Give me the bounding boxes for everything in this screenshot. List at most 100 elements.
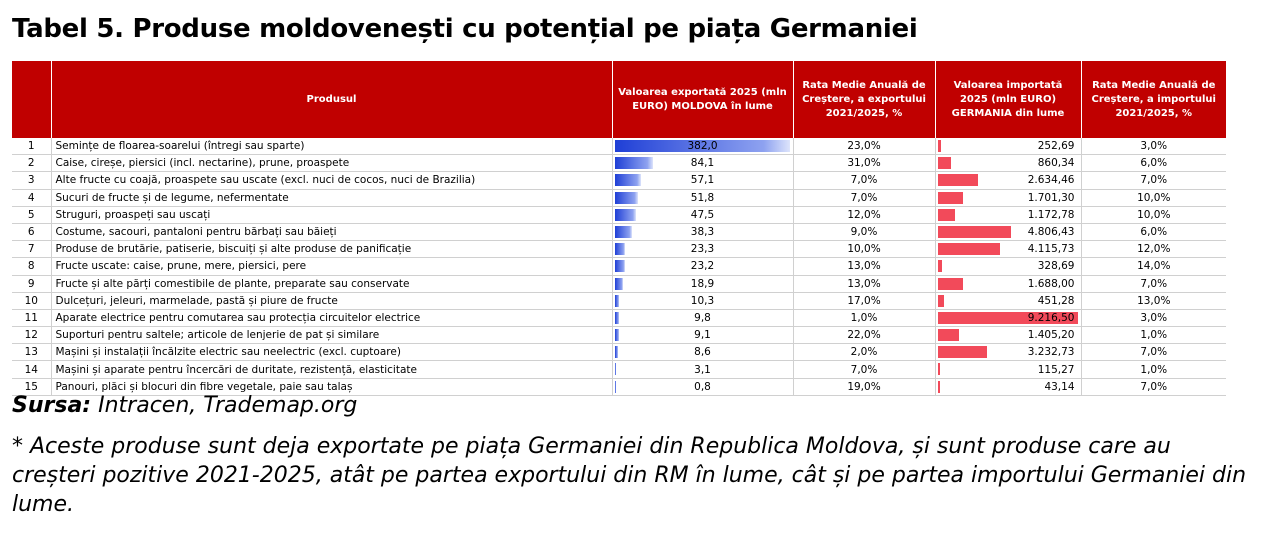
row-import-rate: 7,0% <box>1081 171 1226 190</box>
row-import-value: 252,69 <box>935 138 1082 156</box>
source-text: Intracen, Trademap.org <box>98 393 358 418</box>
table-row: 2 Caise, cireșe, piersici (incl. nectarin… <box>12 154 1226 173</box>
header-export-value: Valoarea exportată 2025 (mln EURO) MOLDO… <box>612 61 794 138</box>
header-export-rate: Rata Medie Anuală de Creștere, a exportu… <box>793 61 936 138</box>
source-label: Sursa: <box>12 393 92 418</box>
import-value-label: 1.172,78 <box>1027 208 1075 221</box>
import-bar <box>937 260 943 273</box>
footnote: * Aceste produse sunt deja exportate pe … <box>12 434 1247 517</box>
export-bar <box>614 157 654 170</box>
import-value-label: 1.405,20 <box>1027 329 1075 342</box>
row-export-rate: 1,0% <box>793 309 936 328</box>
row-export-rate: 31,0% <box>793 154 936 173</box>
import-value-label: 4.806,43 <box>1027 226 1075 239</box>
row-product: Fructe și alte părți comestibile de plan… <box>51 275 613 293</box>
row-product: Aparate electrice pentru comutarea sau p… <box>51 309 613 328</box>
row-number: 15 <box>12 378 52 396</box>
row-export-value: 38,3 <box>612 223 794 242</box>
import-bar <box>937 174 978 187</box>
products-table: Produsul Valoarea exportată 2025 (mln EU… <box>12 61 1226 396</box>
export-value-label: 8,6 <box>694 346 711 359</box>
export-value-label: 0,8 <box>694 380 711 393</box>
row-export-rate: 9,0% <box>793 223 936 242</box>
row-export-value: 23,3 <box>612 240 794 259</box>
import-value-label: 860,34 <box>1037 157 1075 170</box>
source-line: Sursa: Intracen, Trademap.org <box>12 393 357 418</box>
row-export-value: 51,8 <box>612 189 794 207</box>
export-value-label: 84,1 <box>690 157 715 170</box>
table-row: 3 Alte fructe cu coajă, proaspete sau usc… <box>12 171 1226 190</box>
row-import-rate: 14,0% <box>1081 257 1226 276</box>
row-export-value: 57,1 <box>612 171 794 190</box>
row-export-rate: 10,0% <box>793 240 936 259</box>
row-export-value: 9,1 <box>612 326 794 345</box>
row-export-value: 10,3 <box>612 292 794 310</box>
row-import-rate: 1,0% <box>1081 360 1226 379</box>
row-number: 3 <box>12 171 52 190</box>
import-bar <box>937 191 964 204</box>
export-bar <box>614 191 639 204</box>
export-value-label: 382,0 <box>687 140 718 153</box>
row-export-rate: 7,0% <box>793 360 936 379</box>
row-export-rate: 12,0% <box>793 206 936 224</box>
row-export-rate: 23,0% <box>793 138 936 156</box>
row-number: 8 <box>12 257 52 276</box>
row-import-rate: 13,0% <box>1081 292 1226 310</box>
table-row: 10 Dulcețuri, jeleuri, marmelade, pastă ș… <box>12 292 1226 310</box>
export-bar <box>614 260 626 273</box>
row-import-value: 4.115,73 <box>935 240 1082 259</box>
row-import-rate: 3,0% <box>1081 138 1226 156</box>
row-product: Semințe de floarea-soarelui (întregi sau… <box>51 138 613 156</box>
export-bar <box>614 380 616 393</box>
row-import-value: 451,28 <box>935 292 1082 310</box>
import-bar <box>937 225 1011 238</box>
row-product: Panouri, plăci și blocuri din fibre vege… <box>51 378 613 396</box>
export-bar <box>614 294 620 307</box>
row-export-value: 382,0 <box>612 138 794 156</box>
row-number: 11 <box>12 309 52 328</box>
export-value-label: 18,9 <box>690 277 715 290</box>
export-value-label: 38,3 <box>690 226 715 239</box>
row-export-rate: 17,0% <box>793 292 936 310</box>
row-import-rate: 7,0% <box>1081 343 1226 362</box>
row-import-value: 4.806,43 <box>935 223 1082 242</box>
export-value-label: 51,8 <box>690 191 715 204</box>
export-value-label: 57,1 <box>690 174 715 187</box>
header-number <box>12 61 52 138</box>
export-value-label: 47,5 <box>690 208 715 221</box>
row-import-value: 860,34 <box>935 154 1082 173</box>
table-row: 1 Semințe de floarea-soarelui (întregi sa… <box>12 138 1226 156</box>
import-bar <box>937 277 964 290</box>
import-value-label: 252,69 <box>1037 140 1075 153</box>
import-bar <box>937 243 1001 256</box>
import-bar <box>937 380 940 393</box>
row-import-rate: 6,0% <box>1081 154 1226 173</box>
export-bar <box>614 311 619 324</box>
row-import-value: 1.172,78 <box>935 206 1082 224</box>
row-import-value: 43,14 <box>935 378 1082 396</box>
table-title: Tabel 5. Produse moldovenești cu potenți… <box>12 14 918 44</box>
row-number: 1 <box>12 138 52 156</box>
export-value-label: 10,3 <box>690 294 715 307</box>
import-value-label: 2.634,46 <box>1027 174 1075 187</box>
row-export-value: 9,8 <box>612 309 794 328</box>
export-bar <box>614 225 633 238</box>
table-row: 15 Panouri, plăci și blocuri din fibre ve… <box>12 378 1226 396</box>
header-import-value: Valoarea importată 2025 (mln EURO) GERMA… <box>935 61 1082 138</box>
import-value-label: 328,69 <box>1037 260 1075 273</box>
row-import-rate: 7,0% <box>1081 378 1226 396</box>
export-value-label: 23,2 <box>690 260 715 273</box>
row-export-rate: 7,0% <box>793 189 936 207</box>
import-value-label: 115,27 <box>1037 363 1075 376</box>
row-import-value: 3.232,73 <box>935 343 1082 362</box>
row-import-value: 1.405,20 <box>935 326 1082 345</box>
row-number: 10 <box>12 292 52 310</box>
row-export-rate: 2,0% <box>793 343 936 362</box>
export-value-label: 9,1 <box>694 329 711 342</box>
export-bar <box>614 363 616 376</box>
row-export-value: 8,6 <box>612 343 794 362</box>
import-value-label: 9.216,50 <box>1027 311 1075 324</box>
row-product: Caise, cireșe, piersici (incl. nectarine… <box>51 154 613 173</box>
export-value-label: 3,1 <box>694 363 711 376</box>
export-bar <box>614 346 619 359</box>
